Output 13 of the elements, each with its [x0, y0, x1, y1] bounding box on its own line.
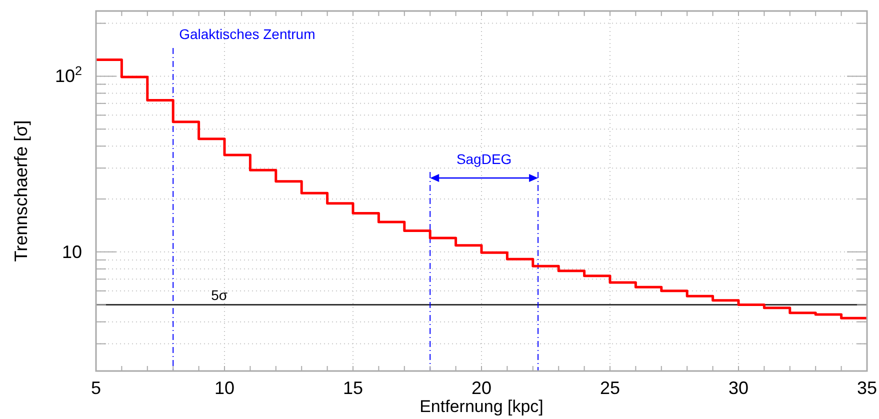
x-tick-label: 20	[471, 378, 492, 398]
x-axis-title: Entfernung [kpc]	[420, 397, 544, 416]
annotation: SagDEG	[456, 151, 512, 167]
y-axis-title: Trennschaerfe [σ]	[11, 120, 31, 262]
x-tick-label: 15	[342, 378, 364, 398]
ref-line-label: 5σ	[211, 286, 228, 303]
x-tick-label: 25	[600, 378, 620, 398]
x-tick-label: 35	[856, 378, 878, 398]
x-tick-label: 30	[728, 378, 749, 398]
ref-line-label: Galaktisches Zentrum	[179, 26, 316, 42]
x-tick-label: 10	[214, 378, 235, 398]
x-tick-label: 5	[90, 378, 102, 398]
y-tick-label: 10$^{2}$	[54, 64, 82, 86]
